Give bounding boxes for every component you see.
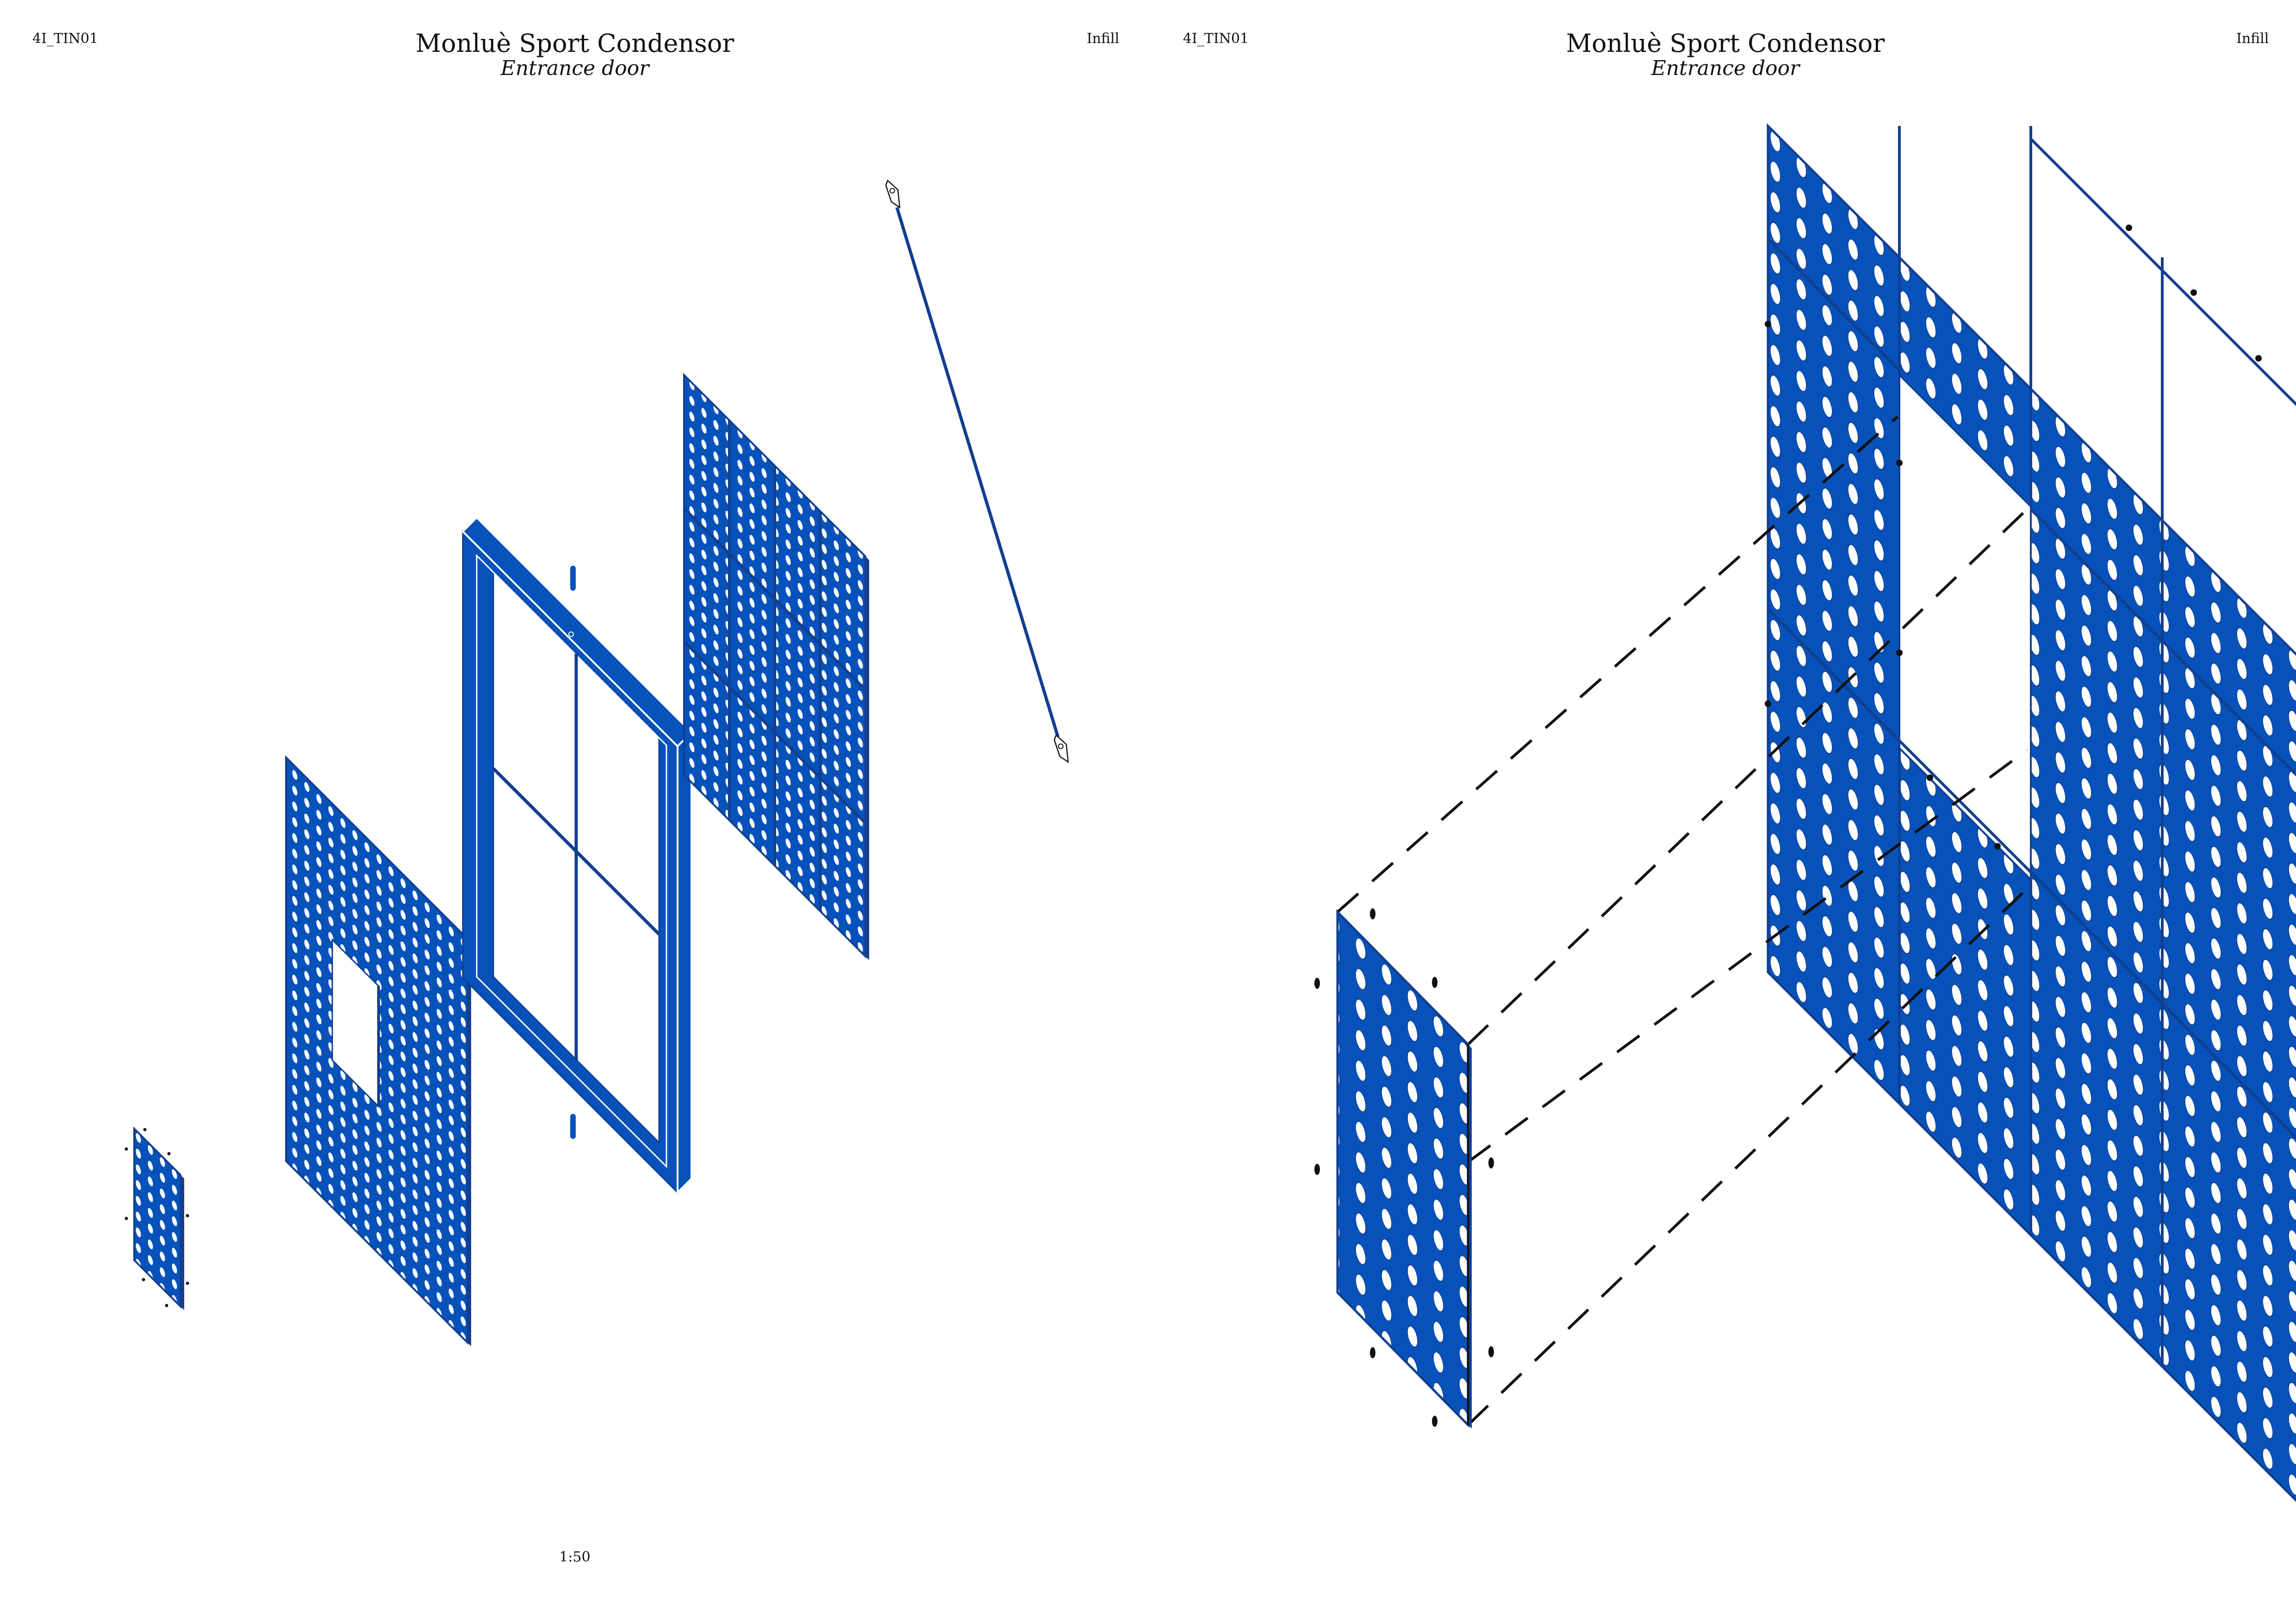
left-drawing-code: 4I_TIN01 <box>32 31 99 47</box>
right-page-subtitle: Entrance door <box>1651 56 1800 80</box>
left-page-subtitle: Entrance door <box>500 56 649 80</box>
detail-panel <box>1314 908 1494 1429</box>
door-frame <box>461 516 693 1195</box>
right-drawing-code: 4I_TIN01 <box>1183 31 1249 47</box>
cladding-panel-with-opening <box>285 755 471 1346</box>
right-category-label: Infill <box>2236 31 2269 47</box>
projection-lines <box>1337 415 2033 1426</box>
scale-label: 1:50 <box>559 1549 591 1565</box>
left-category-label: Infill <box>1087 31 1120 47</box>
perforated-cladding-assembly <box>1765 123 2296 1502</box>
back-grid-panel <box>683 373 869 960</box>
top-pin <box>570 566 576 591</box>
tension-rod <box>885 179 1069 763</box>
right-page-title: Monluè Sport Condensor <box>1566 29 1885 58</box>
bottom-pin <box>570 1114 576 1139</box>
left-page-title: Monluè Sport Condensor <box>415 29 734 58</box>
small-panel <box>124 1126 189 1310</box>
